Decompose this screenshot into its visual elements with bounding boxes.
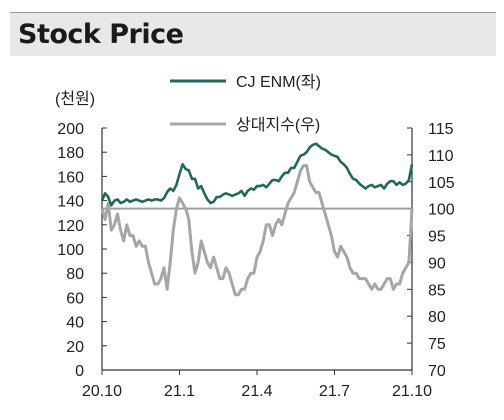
left-tick-label: 200 <box>57 121 84 138</box>
right-tick-label: 75 <box>428 336 446 353</box>
left-tick-label: 100 <box>57 242 84 259</box>
right-tick-label: 80 <box>428 309 446 326</box>
left-tick-label: 140 <box>57 194 84 211</box>
left-tick-label: 80 <box>66 266 84 283</box>
left-tick-label: 0 <box>75 363 84 380</box>
right-tick-label: 110 <box>428 148 454 165</box>
right-tick-label: 70 <box>428 363 446 380</box>
right-tick-label: 115 <box>428 121 454 138</box>
left-tick-label: 120 <box>57 218 84 235</box>
page-title: Stock Price <box>18 19 184 50</box>
right-tick-label: 105 <box>428 175 455 192</box>
legend: CJ ENM(좌) 상대지수(우) <box>170 73 321 134</box>
title-bar: Stock Price <box>10 12 496 56</box>
right-tick-label: 85 <box>428 282 446 299</box>
left-tick-label: 180 <box>57 145 84 162</box>
legend-label: 상대지수(우) <box>236 116 320 134</box>
right-tick-label: 100 <box>428 202 455 219</box>
left-tick-label: 40 <box>66 315 84 332</box>
x-tick-label: 21.4 <box>241 383 272 400</box>
right-axis-ticks: 70 75 80 85 90 95 100 105 110 115 <box>407 121 455 380</box>
left-axis-ticks: 0 20 40 60 80 100 120 140 160 180 200 <box>57 121 107 380</box>
right-tick-label: 90 <box>428 255 446 272</box>
left-tick-label: 60 <box>66 290 84 307</box>
legend-label: CJ ENM(좌) <box>236 73 321 91</box>
x-tick-label: 21.1 <box>164 383 195 400</box>
x-tick-label: 21.10 <box>392 383 432 400</box>
series-line-relative-index <box>100 164 414 297</box>
x-tick-label: 21.7 <box>319 383 350 400</box>
left-axis-unit-label: (천원) <box>55 90 95 108</box>
series-layer <box>100 142 414 297</box>
left-tick-label: 20 <box>66 339 84 356</box>
right-tick-label: 95 <box>428 229 446 246</box>
x-axis-ticks: 20.10 21.1 21.4 21.7 21.10 <box>82 370 432 400</box>
left-tick-label: 160 <box>57 169 84 186</box>
x-tick-label: 20.10 <box>82 383 122 400</box>
series-line-cj-enm <box>100 142 414 207</box>
